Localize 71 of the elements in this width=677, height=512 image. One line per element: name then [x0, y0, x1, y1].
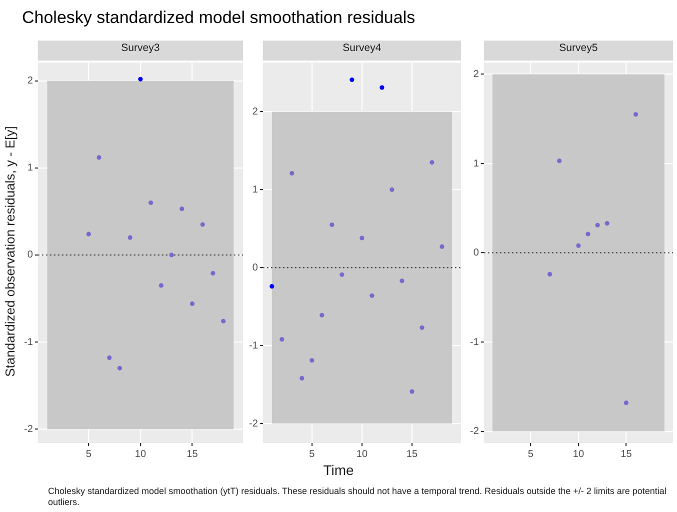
chart-subtitle: Survey5: [559, 42, 598, 54]
point: [380, 85, 384, 90]
point: [210, 270, 216, 276]
y-tick-label: -2: [248, 418, 258, 430]
chart-title: Cholesky standardized model smoothation residuals: [22, 8, 416, 28]
y-tick-label: 2: [252, 106, 258, 118]
x-tick-label: 15: [620, 448, 632, 460]
y-tick-label: 1: [473, 158, 480, 170]
point: [595, 222, 600, 228]
x-axis-title: Time: [322, 462, 355, 478]
point: [138, 76, 143, 82]
y-tick-label: 0: [27, 250, 34, 261]
point: [221, 318, 226, 324]
x-tick-label: 15: [406, 448, 418, 460]
point: [604, 221, 610, 226]
y-tick-label: 0: [473, 248, 480, 259]
y-tick-label: 2: [473, 68, 480, 80]
x-tick-label: 10: [572, 448, 584, 460]
point: [280, 337, 284, 342]
point: [158, 283, 164, 288]
y-tick-label: -2: [470, 426, 480, 438]
point: [128, 235, 132, 240]
point: [190, 301, 195, 306]
point: [330, 222, 334, 228]
point: [96, 155, 102, 160]
point: [360, 236, 364, 240]
point: [300, 376, 304, 381]
point: [320, 312, 324, 318]
point: [180, 206, 184, 212]
point: [107, 355, 112, 360]
x-tick-label: 15: [186, 448, 198, 460]
y-tick-label: -1: [248, 340, 258, 352]
point: [420, 325, 424, 330]
point: [117, 366, 122, 370]
point: [633, 112, 638, 117]
y-tick-label: 1: [27, 162, 34, 174]
y-axis-title: Standardized observation residuals, y - E[y]: [2, 125, 18, 379]
point: [624, 400, 628, 406]
point: [340, 272, 344, 277]
point: [586, 232, 590, 236]
point: [390, 187, 394, 192]
point: [310, 358, 314, 363]
y-tick-label: -1: [470, 336, 480, 348]
point: [440, 244, 444, 249]
point: [200, 222, 205, 227]
y-tick-label: 2: [27, 76, 34, 87]
point: [86, 232, 91, 236]
x-tick-label: 5: [309, 448, 316, 460]
y-tick-label: 0: [252, 262, 258, 274]
y-tick-label: -1: [24, 336, 34, 348]
text: Cholesky standardized model smoothation (ytT) residuals. These residuals should not have a temporal trend. Residuals outside the +/- 2 limits are potential outliers.: [48, 486, 668, 508]
x-tick-label: 10: [356, 448, 368, 460]
point: [547, 272, 552, 277]
point: [290, 170, 294, 176]
point: [576, 243, 581, 248]
point: [270, 284, 274, 289]
chart-subtitle: Survey3: [121, 42, 160, 54]
point: [557, 158, 562, 164]
y-tick-label: 1: [252, 184, 258, 196]
x-tick-label: 10: [134, 448, 146, 460]
point: [148, 200, 154, 206]
point: [169, 252, 174, 258]
point: [430, 160, 434, 165]
x-tick-label: 5: [528, 448, 534, 460]
point: [350, 77, 354, 82]
point: [400, 278, 404, 284]
x-tick-label: 5: [86, 448, 92, 460]
point: [410, 389, 414, 394]
point: [370, 293, 374, 298]
chart-subtitle: Survey4: [342, 42, 382, 54]
y-tick-label: -2: [24, 424, 34, 435]
